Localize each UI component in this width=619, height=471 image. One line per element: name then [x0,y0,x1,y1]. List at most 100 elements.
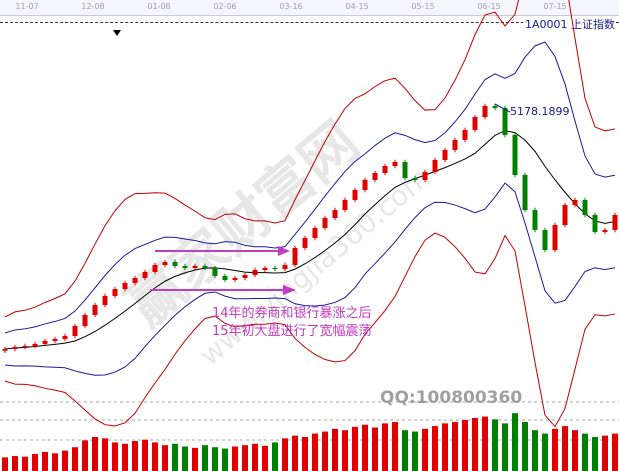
candle-body [372,173,378,180]
peak-label: 5178.1899 [510,105,570,118]
candle-body [402,162,408,178]
volume-bar [42,451,48,471]
candle-body [382,166,388,174]
candle-body [212,267,218,276]
lower-inner-band [4,182,616,376]
candle-body [432,159,438,172]
candle-body [122,282,128,290]
candle-body [392,162,398,166]
volume-bar [22,456,28,471]
volume-bar [482,416,488,471]
volume-bar [552,428,558,471]
note-line-2: 15年初大盘进行了宽幅震荡 [212,324,372,339]
candle-body [472,117,478,130]
volume-bar [522,422,528,471]
candle-body [442,150,448,160]
candle-body [422,171,428,180]
volume-bar [332,428,338,471]
volume-bar [102,438,108,471]
volume-bar [222,448,228,471]
volume-bar [132,441,138,471]
candle-body [32,343,38,346]
volume-bar [512,413,518,471]
volume-bar [412,431,418,471]
arrow-head-icon [278,246,290,256]
volume-bar [542,433,548,471]
candle-body [52,338,58,342]
candle-body [502,107,508,135]
candle-body [192,266,198,268]
volume-bar [472,417,478,471]
candle-body [82,314,88,326]
volume-bar [82,440,88,471]
volume-bar [502,423,508,471]
volume-bar [32,454,38,471]
candle-body [492,106,498,108]
volume-bar [592,437,598,471]
volume-bar [402,430,408,471]
volume-bar [52,453,58,471]
volume-bar [322,431,328,471]
candle-body [532,210,538,230]
volume-bar [292,435,298,471]
volume-bar [192,447,198,471]
candle-body [22,346,28,347]
candle-body [312,227,318,238]
volume-bar [382,423,388,471]
candle-body [452,139,458,150]
candle-body [332,210,338,218]
candle-body [522,174,528,210]
middle-band [4,130,616,350]
volume-bar [582,433,588,471]
candle-body [152,265,158,272]
candle-body [242,274,248,278]
upper-inner-band [4,41,616,334]
candle-body [512,134,518,175]
x-tick-label: 12-08 [81,2,105,11]
candle-body [72,326,78,336]
volume-bar [562,426,568,471]
candle-body [362,179,368,190]
index-title: 1A0001 上证指数 [522,16,615,32]
volume-bar [462,420,468,471]
candle-body [252,270,258,275]
x-tick-label: 03-16 [279,2,303,11]
candle-body [42,341,48,344]
top-dashed-line [0,22,619,23]
volume-bar [432,426,438,471]
candle-body [272,267,278,270]
candle-body [582,199,588,215]
lower-outer-band [4,232,616,428]
x-tick-label: 04-15 [345,2,369,11]
volume-bar [2,457,8,471]
candle-body [92,305,98,315]
volume-bar [202,445,208,471]
candle-body [592,214,598,232]
candle-body [292,247,298,266]
candle-body [182,266,188,268]
volume-bar [182,446,188,471]
x-tick-label: 07-15 [543,2,567,11]
candle-body [172,262,178,266]
candle-body [412,178,418,180]
volume-bar [392,422,398,471]
volume-bar [352,426,358,471]
volume-bar [62,450,68,471]
volume-bar [162,445,168,471]
volume-bar [442,423,448,471]
volume-bar [362,424,368,471]
candle-body [552,225,558,250]
volume-bar [252,443,258,471]
volume-bar [112,442,118,471]
candle-body [202,266,208,268]
date-axis: 11-07 12-08 01-08 02-06 03-16 04-15 05-15 06-15… [0,0,619,16]
volume-bar [372,427,378,471]
volume-bar [612,433,618,471]
volume-bar [122,443,128,471]
upper-outer-band [4,0,616,318]
candle-body [262,267,268,270]
x-tick-label: 06-15 [477,2,501,11]
candle-body [62,335,68,339]
volume-bar [232,446,238,471]
